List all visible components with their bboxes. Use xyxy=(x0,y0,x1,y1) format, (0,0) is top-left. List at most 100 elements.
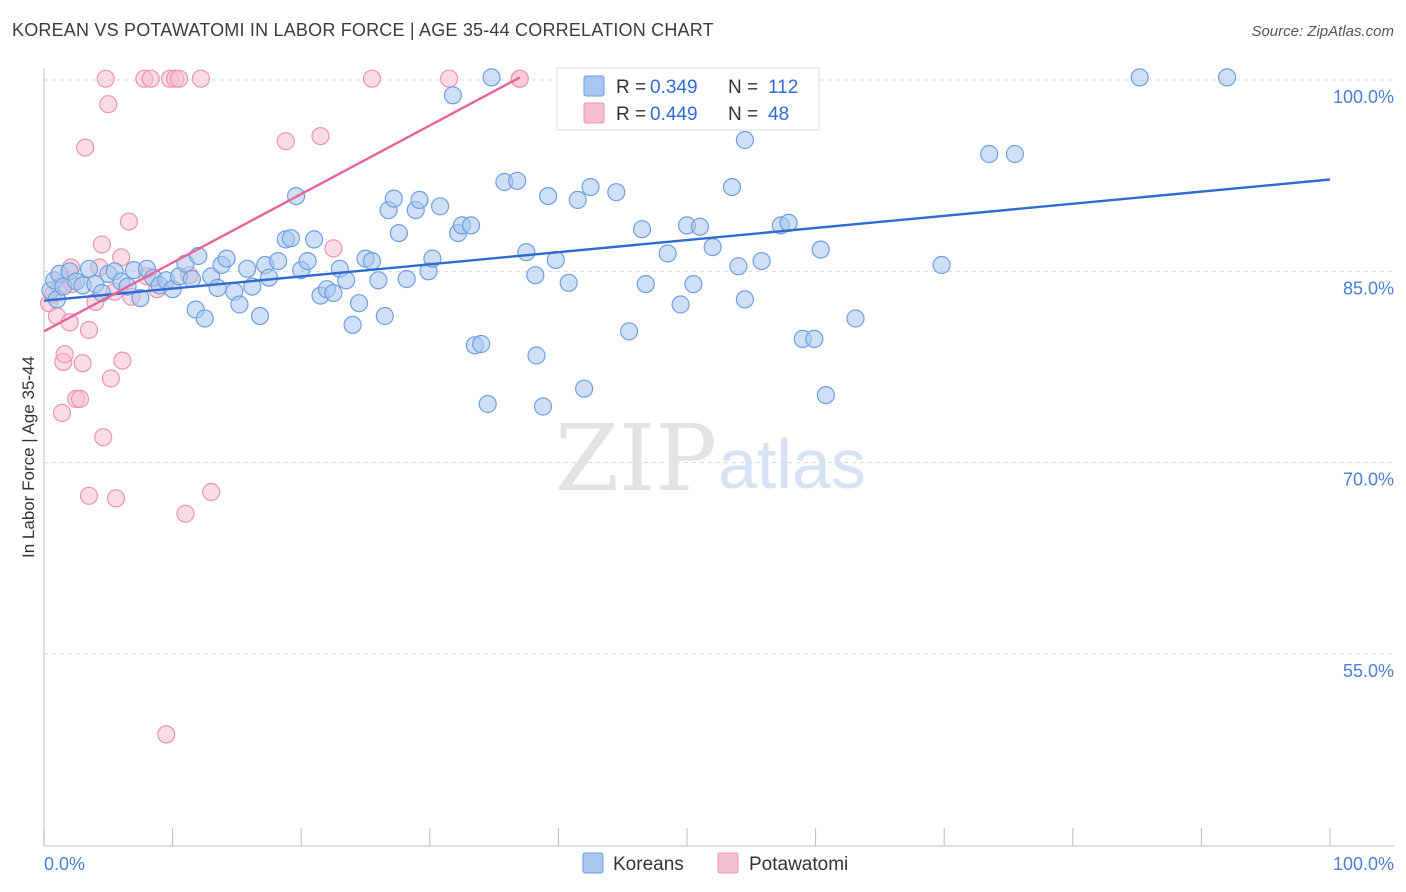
chart-source: Source: ZipAtlas.com xyxy=(1251,23,1394,40)
koreans-point xyxy=(431,197,450,216)
koreans-point xyxy=(636,275,655,294)
koreans-point xyxy=(217,249,236,268)
watermark: ZIP atlas xyxy=(555,405,866,512)
koreans-point xyxy=(131,289,150,308)
x-tick-label-left: 0.0% xyxy=(44,854,85,874)
legend-r-label-koreans: R = xyxy=(616,77,646,98)
koreans-point xyxy=(568,190,587,209)
y-axis-tick-labels: 100.0% 85.0% 70.0% 55.0% xyxy=(1333,87,1394,681)
potawatomi-point xyxy=(141,69,160,88)
koreans-point xyxy=(1005,144,1025,164)
koreans-point xyxy=(722,178,742,197)
potawatomi-point xyxy=(169,69,189,88)
koreans-point xyxy=(729,257,748,276)
koreans-point xyxy=(362,252,381,271)
koreans-point xyxy=(846,309,865,328)
potawatomi-point xyxy=(311,127,330,146)
potawatomi-point xyxy=(55,345,74,364)
koreans-point xyxy=(735,290,755,309)
koreans-point xyxy=(195,309,214,328)
koreans-point xyxy=(410,190,429,209)
x-tick-label-right: 100.0% xyxy=(1333,854,1394,874)
potawatomi-point xyxy=(79,320,99,340)
koreans-point xyxy=(1217,68,1237,87)
bottom-legend-potawatomi: Potawatomi xyxy=(749,854,848,875)
bottom-legend-koreans: Koreans xyxy=(613,854,684,875)
koreans-point xyxy=(79,259,99,278)
koreans-point xyxy=(269,252,288,271)
koreans-point xyxy=(250,306,270,326)
potawatomi-point xyxy=(73,354,92,373)
legend-swatch-koreans xyxy=(583,75,605,97)
trend-lines xyxy=(43,76,1331,333)
koreans-point xyxy=(182,269,201,289)
koreans-point xyxy=(752,252,771,271)
koreans-point xyxy=(281,229,300,248)
potawatomi-point xyxy=(157,725,176,744)
potawatomi-point xyxy=(202,482,221,502)
koreans-point xyxy=(478,394,497,414)
koreans-point xyxy=(238,259,257,278)
potawatomi-point xyxy=(176,504,195,523)
koreans-point xyxy=(607,183,626,202)
potawatomi-point xyxy=(362,69,381,88)
koreans-point xyxy=(703,238,722,257)
koreans-point xyxy=(658,244,677,263)
legend-n-value-potawatomi: 48 xyxy=(768,104,789,125)
koreans-point xyxy=(574,379,594,398)
koreans-point xyxy=(735,130,755,150)
gridlines xyxy=(44,79,1394,655)
watermark-zip: ZIP xyxy=(555,405,717,512)
koreans-point xyxy=(533,397,553,416)
potawatomi-point xyxy=(94,428,113,447)
koreans-point xyxy=(632,220,652,239)
koreans-point xyxy=(397,269,416,289)
koreans-point xyxy=(581,178,600,197)
koreans-point xyxy=(443,86,462,105)
potawatomi-point xyxy=(113,351,132,370)
koreans-point xyxy=(259,268,279,287)
koreans-trend-line xyxy=(43,178,1331,302)
koreans-points xyxy=(41,68,1237,416)
koreans-point xyxy=(619,322,639,341)
koreans-point xyxy=(526,266,545,285)
koreans-point xyxy=(684,275,703,294)
koreans-point xyxy=(816,386,836,405)
watermark-atlas: atlas xyxy=(718,425,866,503)
potawatomi-point xyxy=(101,369,121,388)
koreans-point xyxy=(375,306,394,326)
koreans-point xyxy=(472,334,491,354)
legend-r-label-potawatomi: R = xyxy=(616,104,646,125)
potawatomi-point xyxy=(52,403,72,422)
potawatomi-point xyxy=(119,212,138,231)
legend-n-label-potawatomi: N = xyxy=(728,104,758,125)
bottom-legend-swatch-potawatomi xyxy=(717,852,739,874)
koreans-point xyxy=(230,295,249,314)
koreans-point xyxy=(980,144,999,164)
bottom-legend: Koreans Potawatomi xyxy=(582,852,848,875)
koreans-point xyxy=(369,271,388,290)
koreans-point xyxy=(389,224,408,243)
y-tick-label: 100.0% xyxy=(1333,87,1394,107)
y-tick-label: 85.0% xyxy=(1343,278,1394,298)
potawatomi-trend-line xyxy=(43,76,521,333)
koreans-point xyxy=(671,295,690,314)
koreans-point xyxy=(517,243,536,262)
potawatomi-point xyxy=(440,69,459,88)
legend-swatch-potawatomi xyxy=(583,102,605,124)
koreans-point xyxy=(461,216,481,235)
potawatomi-point xyxy=(96,69,115,88)
koreans-point xyxy=(932,255,951,275)
stats-legend: R = 0.349 N = 112 R = 0.449 N = 48 xyxy=(556,67,820,131)
potawatomi-point xyxy=(324,239,343,258)
koreans-point xyxy=(298,252,317,271)
koreans-point xyxy=(811,240,830,259)
potawatomi-point xyxy=(76,138,95,157)
koreans-point xyxy=(508,171,527,190)
legend-r-value-potawatomi: 0.449 xyxy=(650,104,698,125)
koreans-point xyxy=(527,346,546,365)
potawatomi-point xyxy=(276,132,295,151)
koreans-point xyxy=(350,294,369,313)
koreans-point xyxy=(343,315,362,334)
x-axis-ticks xyxy=(43,828,1331,846)
